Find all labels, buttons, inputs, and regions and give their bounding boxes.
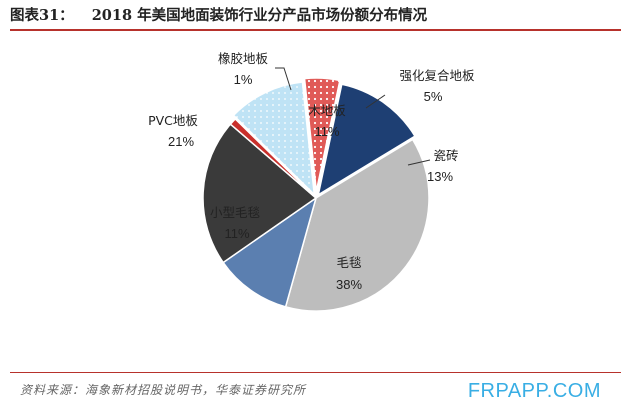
watermark: FRPAPP.COM [467, 380, 601, 402]
slice-name-label: 瓷砖 [433, 148, 458, 163]
pie-slices [202, 77, 430, 312]
slice-name-label: 橡胶地板 [218, 51, 269, 66]
slice-value-label: 11% [224, 226, 249, 241]
pie-slice-3 [222, 196, 318, 308]
pie-slice-6 [232, 81, 316, 197]
leader-line-1 [407, 159, 431, 166]
slice-value-label: 13% [427, 169, 453, 184]
footer-rule [10, 372, 621, 373]
header-rule [10, 29, 621, 31]
slice-value-label: 1% [234, 72, 253, 87]
slice-name-label: 毛毯 [336, 255, 362, 270]
leader-lines [275, 67, 431, 166]
figure-header: 图表31： 2018 年美国地面装饰行业分产品市场份额分布情况 [10, 6, 427, 26]
slice-labels: 瓷砖 13% 毛毯 38% 小型毛毯 11% PVC地板 21% 橡胶地板 1% 木地板 11% 强化复… [148, 51, 475, 292]
pie-slice-1 [317, 83, 417, 197]
slice-name-label: 木地板 [308, 103, 346, 118]
leader-line-5 [275, 67, 292, 91]
slice-value-label: 11% [314, 124, 339, 139]
source-note: 资料来源：海象新材招股说明书，华泰证券研究所 [20, 383, 307, 397]
pie-slice-7 [303, 77, 341, 192]
leader-line-7 [365, 94, 386, 109]
figure-number: 图表31： [10, 7, 74, 24]
slice-name-label: 小型毛毯 [210, 205, 261, 220]
slice-name-label: 强化复合地板 [399, 68, 475, 83]
slice-value-label: 21% [168, 134, 194, 149]
slice-value-label: 5% [424, 89, 443, 104]
figure-title: 2018 年美国地面装饰行业分产品市场份额分布情况 [91, 7, 428, 24]
slice-name-label: PVC地板 [148, 113, 198, 128]
pie-slice-4 [202, 123, 318, 264]
pie-slice-5 [229, 117, 317, 199]
pie-slice-2 [284, 138, 430, 312]
slice-value-label: 38% [336, 277, 362, 292]
